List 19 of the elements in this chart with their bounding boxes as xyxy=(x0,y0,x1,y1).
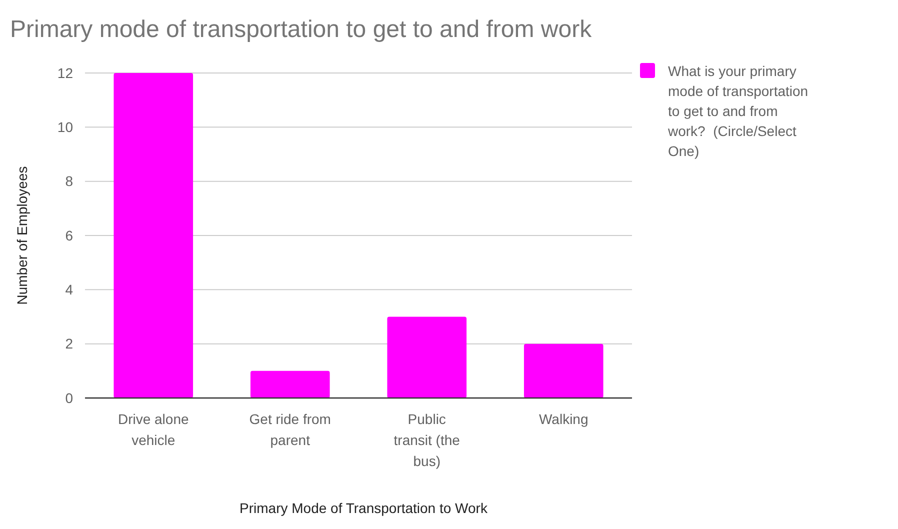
x-tick-label: Get ride from parent xyxy=(249,411,331,448)
bar xyxy=(114,73,194,398)
legend-label: What is your primary mode of transportation to get to and from work? (Circle/Select One) xyxy=(667,63,808,159)
y-tick-label: 12 xyxy=(57,64,74,81)
x-tick-label: Walking xyxy=(538,411,588,427)
x-tick-label: Drive alone vehicle xyxy=(118,411,189,448)
y-tick-label: 0 xyxy=(65,390,74,406)
bar xyxy=(387,316,467,398)
bar xyxy=(250,370,330,398)
x-axis-title: Primary Mode of Transportation to Work xyxy=(240,500,488,516)
y-tick-label: 10 xyxy=(57,119,74,136)
y-tick-label: 4 xyxy=(65,282,74,298)
y-axis-title: Number of Employees xyxy=(14,166,30,305)
y-tick-label: 8 xyxy=(65,173,74,190)
bar xyxy=(524,344,604,398)
y-tick-label: 6 xyxy=(65,227,74,244)
chart-title: Primary mode of transportation to get to and from work xyxy=(10,16,593,43)
y-tick-label: 2 xyxy=(65,336,74,352)
x-tick-label: Public transit (the bus) xyxy=(394,411,460,469)
